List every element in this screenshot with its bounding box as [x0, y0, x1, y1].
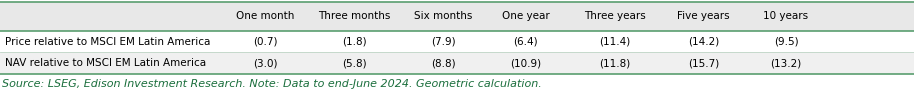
Text: (11.4): (11.4) [599, 37, 631, 47]
Text: Three years: Three years [584, 11, 645, 22]
Text: (10.9): (10.9) [510, 58, 541, 68]
Text: (9.5): (9.5) [774, 37, 798, 47]
Text: Source: LSEG, Edison Investment Research. Note: Data to end-June 2024. Geometric: Source: LSEG, Edison Investment Research… [2, 79, 542, 89]
Text: One month: One month [236, 11, 294, 22]
Text: NAV relative to MSCI EM Latin America: NAV relative to MSCI EM Latin America [5, 58, 206, 68]
Text: (3.0): (3.0) [253, 58, 277, 68]
Bar [0, 52, 914, 74]
Text: (11.8): (11.8) [599, 58, 631, 68]
Text: Five years: Five years [677, 11, 730, 22]
Text: Price relative to MSCI EM Latin America: Price relative to MSCI EM Latin America [5, 37, 210, 47]
Text: (6.4): (6.4) [514, 37, 537, 47]
Text: Three months: Three months [318, 11, 390, 22]
Text: (13.2): (13.2) [771, 58, 802, 68]
Text: (1.8): (1.8) [342, 37, 367, 47]
Text: (8.8): (8.8) [431, 58, 455, 68]
Text: (14.2): (14.2) [688, 37, 719, 47]
Bar [0, 2, 914, 31]
Text: (7.9): (7.9) [431, 37, 455, 47]
Text: One year: One year [502, 11, 549, 22]
Bar [0, 31, 914, 52]
Text: (0.7): (0.7) [253, 37, 277, 47]
Text: 10 years: 10 years [763, 11, 809, 22]
Text: (15.7): (15.7) [688, 58, 719, 68]
Text: Six months: Six months [414, 11, 473, 22]
Text: (5.8): (5.8) [342, 58, 367, 68]
